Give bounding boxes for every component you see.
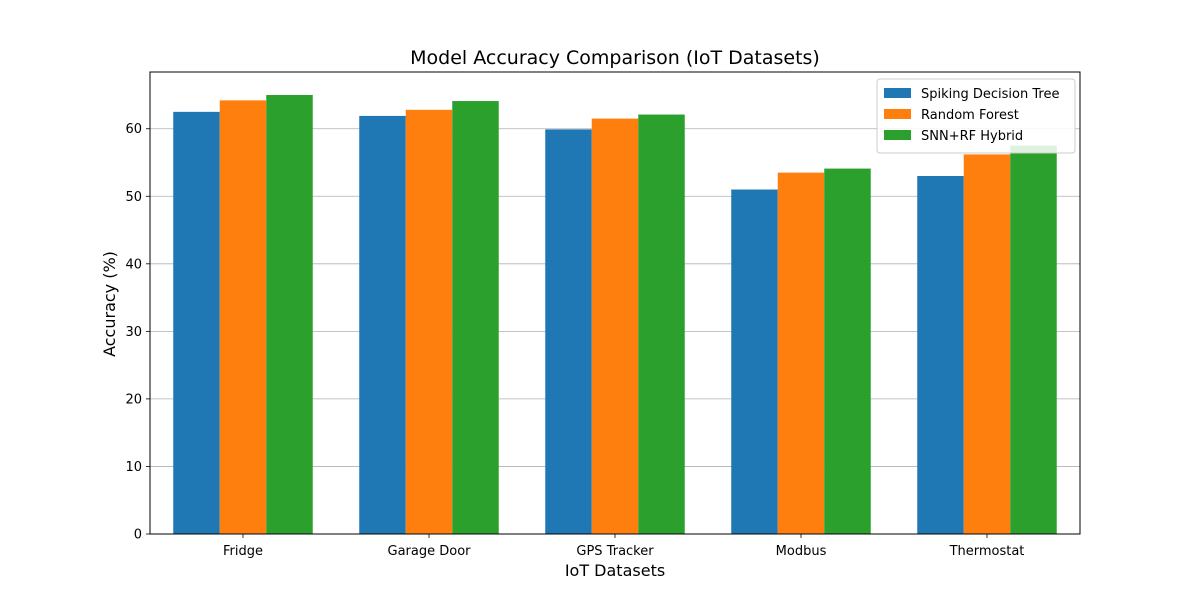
- y-tick-label: 0: [134, 528, 142, 543]
- axes: [146, 71, 1081, 538]
- bar: [359, 115, 406, 535]
- bar: [824, 168, 871, 535]
- legend-label: Spiking Decision Tree: [921, 87, 1059, 102]
- bar: [219, 100, 267, 535]
- bar: [173, 111, 220, 534]
- bar: [777, 172, 825, 534]
- x-tick-label: Fridge: [223, 544, 263, 559]
- bar: [963, 154, 1011, 534]
- legend: Spiking Decision Tree Random Forest SNN+RF…: [876, 78, 1076, 154]
- legend-label: Random Forest: [921, 108, 1019, 123]
- x-tick-label: Thermostat: [949, 544, 1025, 559]
- bar: [266, 94, 313, 535]
- plot-frame: [149, 71, 1081, 535]
- y-axis-label: Accuracy (%): [100, 251, 119, 357]
- bar: [591, 118, 639, 535]
- tick-labels: 0 10 20 30 40 50 60 Fridge Garage Door GPS Tracke…: [125, 122, 1024, 559]
- y-tick-label: 50: [125, 190, 142, 205]
- x-axis-label: IoT Datasets: [565, 561, 665, 580]
- bar: [638, 114, 685, 534]
- bar: [405, 109, 453, 535]
- x-tick-label: GPS Tracker: [576, 544, 654, 559]
- y-tick-label: 10: [125, 460, 142, 475]
- bar: [917, 176, 964, 534]
- legend-swatch: [884, 88, 911, 98]
- legend-label: SNN+RF Hybrid: [921, 129, 1023, 144]
- y-tick-label: 60: [125, 122, 142, 137]
- bar: [731, 189, 778, 535]
- y-tick-label: 40: [125, 257, 142, 272]
- bar: [545, 129, 592, 534]
- x-tick-label: Garage Door: [388, 544, 472, 559]
- bars: [173, 94, 1057, 535]
- chart-title: Model Accuracy Comparison (IoT Datasets): [410, 47, 820, 69]
- y-tick-label: 30: [125, 325, 142, 340]
- x-tick-label: Modbus: [776, 544, 827, 559]
- legend-swatch: [884, 130, 911, 140]
- bar: [1010, 145, 1057, 534]
- legend-box: [876, 78, 1076, 154]
- bar: [452, 101, 499, 535]
- legend-swatch: [884, 109, 911, 119]
- y-tick-label: 20: [125, 392, 142, 407]
